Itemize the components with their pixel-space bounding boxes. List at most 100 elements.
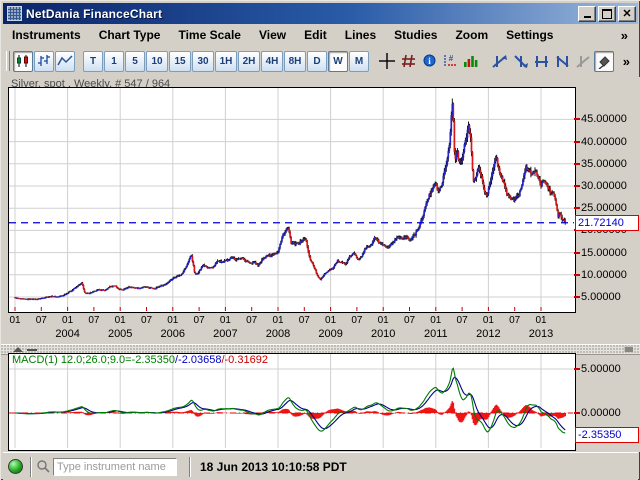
splitter-handle-icon[interactable] — [27, 349, 37, 351]
bar-chart-button[interactable] — [34, 50, 54, 72]
app-icon — [7, 6, 22, 21]
year-label: 2004 — [55, 328, 80, 340]
vertical-line-button[interactable] — [552, 51, 572, 72]
month-label: 01 — [219, 315, 231, 326]
trend-line-icon — [491, 54, 507, 68]
trend-line-button[interactable] — [489, 51, 509, 72]
month-label: 07 — [35, 315, 47, 326]
horizontal-line-icon — [534, 55, 548, 67]
price-chart-canvas[interactable] — [9, 88, 574, 311]
price-chart-panel[interactable] — [8, 87, 576, 313]
menu-item-lines[interactable]: Lines — [344, 28, 377, 42]
crosshair-button[interactable] — [377, 51, 397, 72]
timescale-button-m[interactable]: M — [349, 50, 369, 72]
datetime-text: 18 Jun 2013 10:10:58 PDT — [200, 459, 347, 474]
chart-workspace: Silver, spot , Weekly, # 547 / 964 45.00… — [1, 77, 640, 452]
timescale-button-t[interactable]: T — [83, 50, 103, 72]
status-bar: 18 Jun 2013 10:10:58 PDT — [3, 452, 638, 480]
info-icon: i — [423, 54, 435, 67]
volume-button[interactable] — [461, 51, 481, 72]
timescale-button-10[interactable]: 10 — [146, 50, 168, 72]
price-axis-label: 35.00000 — [574, 157, 627, 171]
separator — [30, 456, 32, 477]
toolbar-overflow-chevron[interactable]: » — [622, 53, 630, 69]
year-label: 2010 — [370, 328, 396, 340]
month-label: 07 — [456, 315, 468, 326]
year-label: 2005 — [107, 328, 133, 340]
remove-line-icon — [575, 55, 590, 68]
volume-histogram-icon — [464, 56, 478, 67]
timescale-button-4h[interactable]: 4H — [261, 50, 283, 72]
trend-channel-button[interactable] — [510, 51, 530, 72]
minimize-button[interactable] — [578, 5, 596, 22]
menu-item-settings[interactable]: Settings — [506, 28, 554, 42]
maximize-button[interactable] — [598, 5, 616, 22]
grid-button[interactable] — [398, 51, 418, 72]
menu-item-view[interactable]: View — [258, 28, 287, 42]
menu-item-studies[interactable]: Studies — [394, 28, 438, 42]
timescale-button-1[interactable]: 1 — [104, 50, 124, 72]
signal-line — [15, 376, 566, 431]
svg-text:#: # — [449, 54, 454, 63]
toolbar-grip[interactable] — [6, 51, 10, 71]
macd-canvas[interactable] — [9, 354, 573, 448]
toolbar: T 1 5 10 15 30 1H 2H 4H 8H D W M i — [3, 46, 638, 76]
splitter-grip-icon[interactable] — [624, 346, 633, 352]
year-label: 2006 — [160, 328, 186, 340]
remove-line-button[interactable] — [573, 51, 593, 72]
candlestick-chart-button[interactable] — [13, 50, 33, 72]
title-bar[interactable]: NetDania FinanceChart ✕ — [3, 3, 638, 24]
trend-channel-icon — [513, 54, 528, 68]
price-axis-label: 5.00000 — [574, 290, 621, 304]
timescale-button-8h[interactable]: 8H — [284, 50, 306, 72]
vertical-line-icon — [555, 55, 569, 67]
grid-icon — [401, 54, 415, 68]
macd-axis-label: 5.00000 — [574, 362, 621, 376]
month-label: 01 — [62, 315, 74, 326]
down-candles — [14, 103, 567, 300]
year-label: 2008 — [265, 328, 291, 340]
menu-item-chart-type[interactable]: Chart Type — [98, 28, 161, 42]
histogram-value-text: /-0.31692 — [221, 354, 268, 366]
menu-item-time-scale[interactable]: Time Scale — [178, 28, 241, 42]
timescale-button-1h[interactable]: 1H — [215, 50, 237, 72]
data-window-button[interactable]: # — [440, 51, 460, 72]
menu-item-zoom[interactable]: Zoom — [455, 28, 489, 42]
instrument-search-input[interactable] — [53, 457, 177, 476]
timescale-button-15[interactable]: 15 — [169, 50, 191, 72]
year-label: 2011 — [423, 328, 448, 340]
timescale-button-d[interactable]: D — [307, 50, 327, 72]
bar-chart-icon — [38, 55, 50, 66]
month-label: 07 — [298, 315, 310, 326]
macd-value-box: -2.35350 — [575, 427, 639, 443]
month-label: 01 — [114, 315, 126, 326]
month-label: 07 — [88, 315, 100, 326]
connection-status-icon — [8, 459, 23, 474]
month-label: 01 — [272, 315, 284, 326]
search-icon — [37, 459, 50, 473]
line-chart-icon — [57, 55, 73, 66]
month-label: 01 — [325, 315, 337, 326]
timescale-button-2h[interactable]: 2H — [238, 50, 260, 72]
up-candles — [16, 103, 565, 301]
pushpin-icon — [598, 55, 610, 69]
month-label: 07 — [193, 315, 205, 326]
timescale-button-w[interactable]: W — [328, 50, 348, 72]
menu-item-instruments[interactable]: Instruments — [12, 28, 81, 42]
timescale-button-5[interactable]: 5 — [125, 50, 145, 72]
minimize-icon — [583, 16, 591, 18]
info-button[interactable]: i — [419, 51, 439, 72]
month-label: 01 — [482, 315, 494, 326]
horizontal-line-button[interactable] — [531, 51, 551, 72]
macd-panel[interactable]: MACD(1) 12.0;26.0;9.0=-2.35350/-2.03658/… — [8, 353, 576, 451]
price-axis-label: 25.00000 — [574, 201, 627, 215]
collapse-triangle-icon[interactable] — [13, 347, 23, 352]
menu-item-edit[interactable]: Edit — [304, 28, 327, 42]
timescale-button-30[interactable]: 30 — [192, 50, 214, 72]
menu-overflow-chevron[interactable]: » — [620, 27, 628, 43]
close-button[interactable]: ✕ — [618, 5, 636, 22]
pin-button[interactable] — [594, 50, 614, 72]
month-label: 07 — [246, 315, 258, 326]
year-label: 2013 — [528, 328, 554, 340]
line-chart-button[interactable] — [55, 50, 75, 72]
